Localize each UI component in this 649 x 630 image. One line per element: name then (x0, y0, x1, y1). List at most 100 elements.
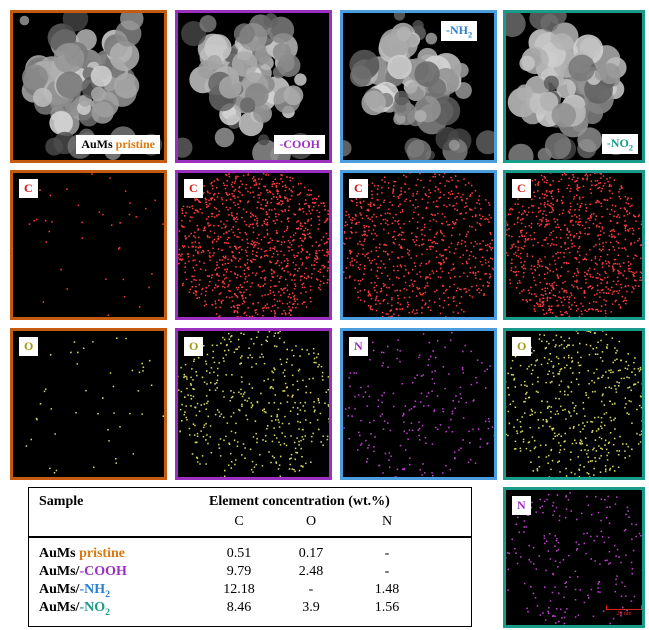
particle (91, 87, 106, 102)
particle (387, 55, 412, 80)
group-header: Element concentration (wt.%) (209, 494, 390, 510)
particle (49, 111, 73, 135)
cell-value: - (357, 564, 417, 580)
particle (240, 97, 255, 112)
cell-value: 9.79 (209, 564, 269, 580)
sem-label: AuMs pristine (76, 135, 160, 154)
particle (394, 91, 408, 105)
particle (234, 23, 255, 44)
particle (114, 73, 139, 98)
particle (476, 130, 494, 154)
sem-label: -NH2 (441, 21, 477, 41)
column-header: O (281, 514, 341, 530)
particle (414, 110, 426, 122)
sem-panel: -NH2 (340, 10, 497, 163)
particle (258, 134, 269, 145)
cell-value: 3.9 (281, 600, 341, 616)
particle (350, 66, 371, 87)
sem-panel: -NO2 (503, 10, 645, 163)
sem-label-text: -NO (607, 136, 629, 150)
element-label: O (19, 337, 38, 356)
sample-sub: 2 (105, 607, 110, 618)
particle (22, 64, 48, 90)
sample-text: pristine (79, 546, 125, 561)
particle (219, 76, 242, 99)
particle (508, 144, 533, 160)
figure: {"sem_panels": [ {"prefix": "AuMs", "tex… (0, 0, 649, 630)
column-header: C (209, 514, 269, 530)
element-label: O (512, 337, 531, 356)
particle (394, 13, 405, 21)
sample-header: Sample (39, 494, 83, 510)
particle (207, 55, 222, 70)
particle (56, 72, 83, 99)
particle (273, 43, 291, 61)
particle (552, 103, 576, 127)
particle (426, 33, 438, 45)
sample-prefix: AuMs/ (39, 582, 79, 597)
cell-value: - (357, 546, 417, 562)
map-panel: C (175, 170, 332, 320)
sample-name: AuMs/-COOH (39, 564, 127, 580)
cell-value: 12.18 (209, 582, 269, 598)
cell-value: 2.48 (281, 564, 341, 580)
particle (199, 15, 216, 32)
particle (343, 140, 352, 156)
particle (454, 63, 469, 78)
element-label: N (349, 337, 368, 356)
data-table: Sample Element concentration (wt.%) CON AuM… (28, 487, 472, 627)
particle (215, 128, 234, 147)
element-label: C (349, 179, 368, 198)
sample-name: AuMs pristine (39, 546, 125, 562)
scale-bar: 20 nm (606, 605, 642, 617)
cell-value: - (281, 582, 341, 598)
cell-value: 1.48 (357, 582, 417, 598)
element-label: C (184, 179, 203, 198)
sem-label-text: pristine (116, 137, 155, 151)
particle (397, 27, 411, 41)
sample-sub: 2 (105, 589, 110, 600)
particle (178, 138, 192, 158)
particle (545, 133, 571, 159)
sample-text: -NH (79, 582, 105, 597)
map-panel: O (175, 328, 332, 480)
sample-prefix: AuMs/ (39, 564, 79, 579)
sample-prefix: AuMs (39, 546, 76, 561)
map-panel: C (10, 170, 167, 320)
particle (599, 63, 620, 84)
sem-label-text: -COOH (279, 137, 320, 151)
particle (253, 104, 272, 123)
column-header: N (357, 514, 417, 530)
sample-name: AuMs/-NO2 (39, 600, 110, 618)
particle (263, 13, 278, 28)
particle (91, 65, 112, 86)
particle (568, 55, 595, 82)
cell-value: 0.17 (281, 546, 341, 562)
particle (519, 56, 534, 71)
sample-name: AuMs/-NH2 (39, 582, 110, 600)
particle (283, 85, 303, 105)
sem-label: -COOH (274, 135, 325, 154)
sem-label-prefix: AuMs (81, 137, 112, 151)
particle (20, 16, 30, 26)
sem-label-sub: 2 (629, 143, 633, 152)
sem-label-text: -NH (446, 23, 468, 37)
particle (506, 13, 526, 37)
map-panel: N (340, 328, 497, 480)
particle (428, 78, 447, 97)
element-label: C (512, 179, 531, 198)
map-panel: C (503, 170, 645, 320)
cell-value: 1.56 (357, 600, 417, 616)
element-label: O (184, 337, 203, 356)
sem-panel: -COOH (175, 10, 332, 163)
particle (33, 88, 52, 107)
sem-panel: AuMs pristine (10, 10, 167, 163)
sem-label-sub: 2 (468, 30, 472, 39)
element-label: C (19, 179, 38, 198)
particle (449, 140, 460, 151)
element-label: N (512, 496, 531, 515)
table-rule (29, 536, 471, 538)
cell-value: 8.46 (209, 600, 269, 616)
particle (91, 101, 113, 123)
particle (544, 76, 559, 91)
